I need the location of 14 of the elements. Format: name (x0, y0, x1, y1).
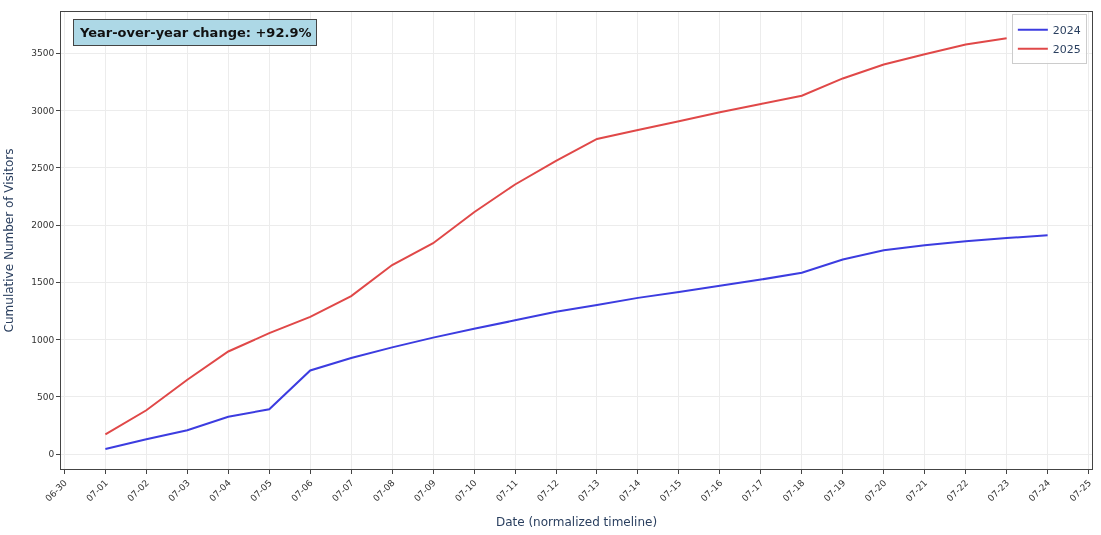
y-tick-label: 1000 (31, 334, 55, 345)
x-axis-title: Date (normalized timeline) (495, 515, 658, 530)
y-axis-title: Cumulative Number of Visitors (1, 148, 16, 333)
y-tick-label: 1500 (31, 277, 55, 288)
y-tick-label: 500 (37, 391, 55, 402)
line-series (104, 234, 1049, 450)
y-tick-label: 3000 (31, 105, 55, 116)
legend-label: 2024 (1052, 24, 1081, 38)
y-tick-label: 0 (48, 449, 55, 460)
annotation: Year-over-year change: +92.9% (79, 25, 312, 40)
legend-label: 2025 (1052, 43, 1081, 57)
y-tick-label: 2500 (31, 162, 55, 173)
y-tick-label: 3500 (31, 48, 55, 59)
y-tick-label: 2000 (31, 220, 55, 231)
